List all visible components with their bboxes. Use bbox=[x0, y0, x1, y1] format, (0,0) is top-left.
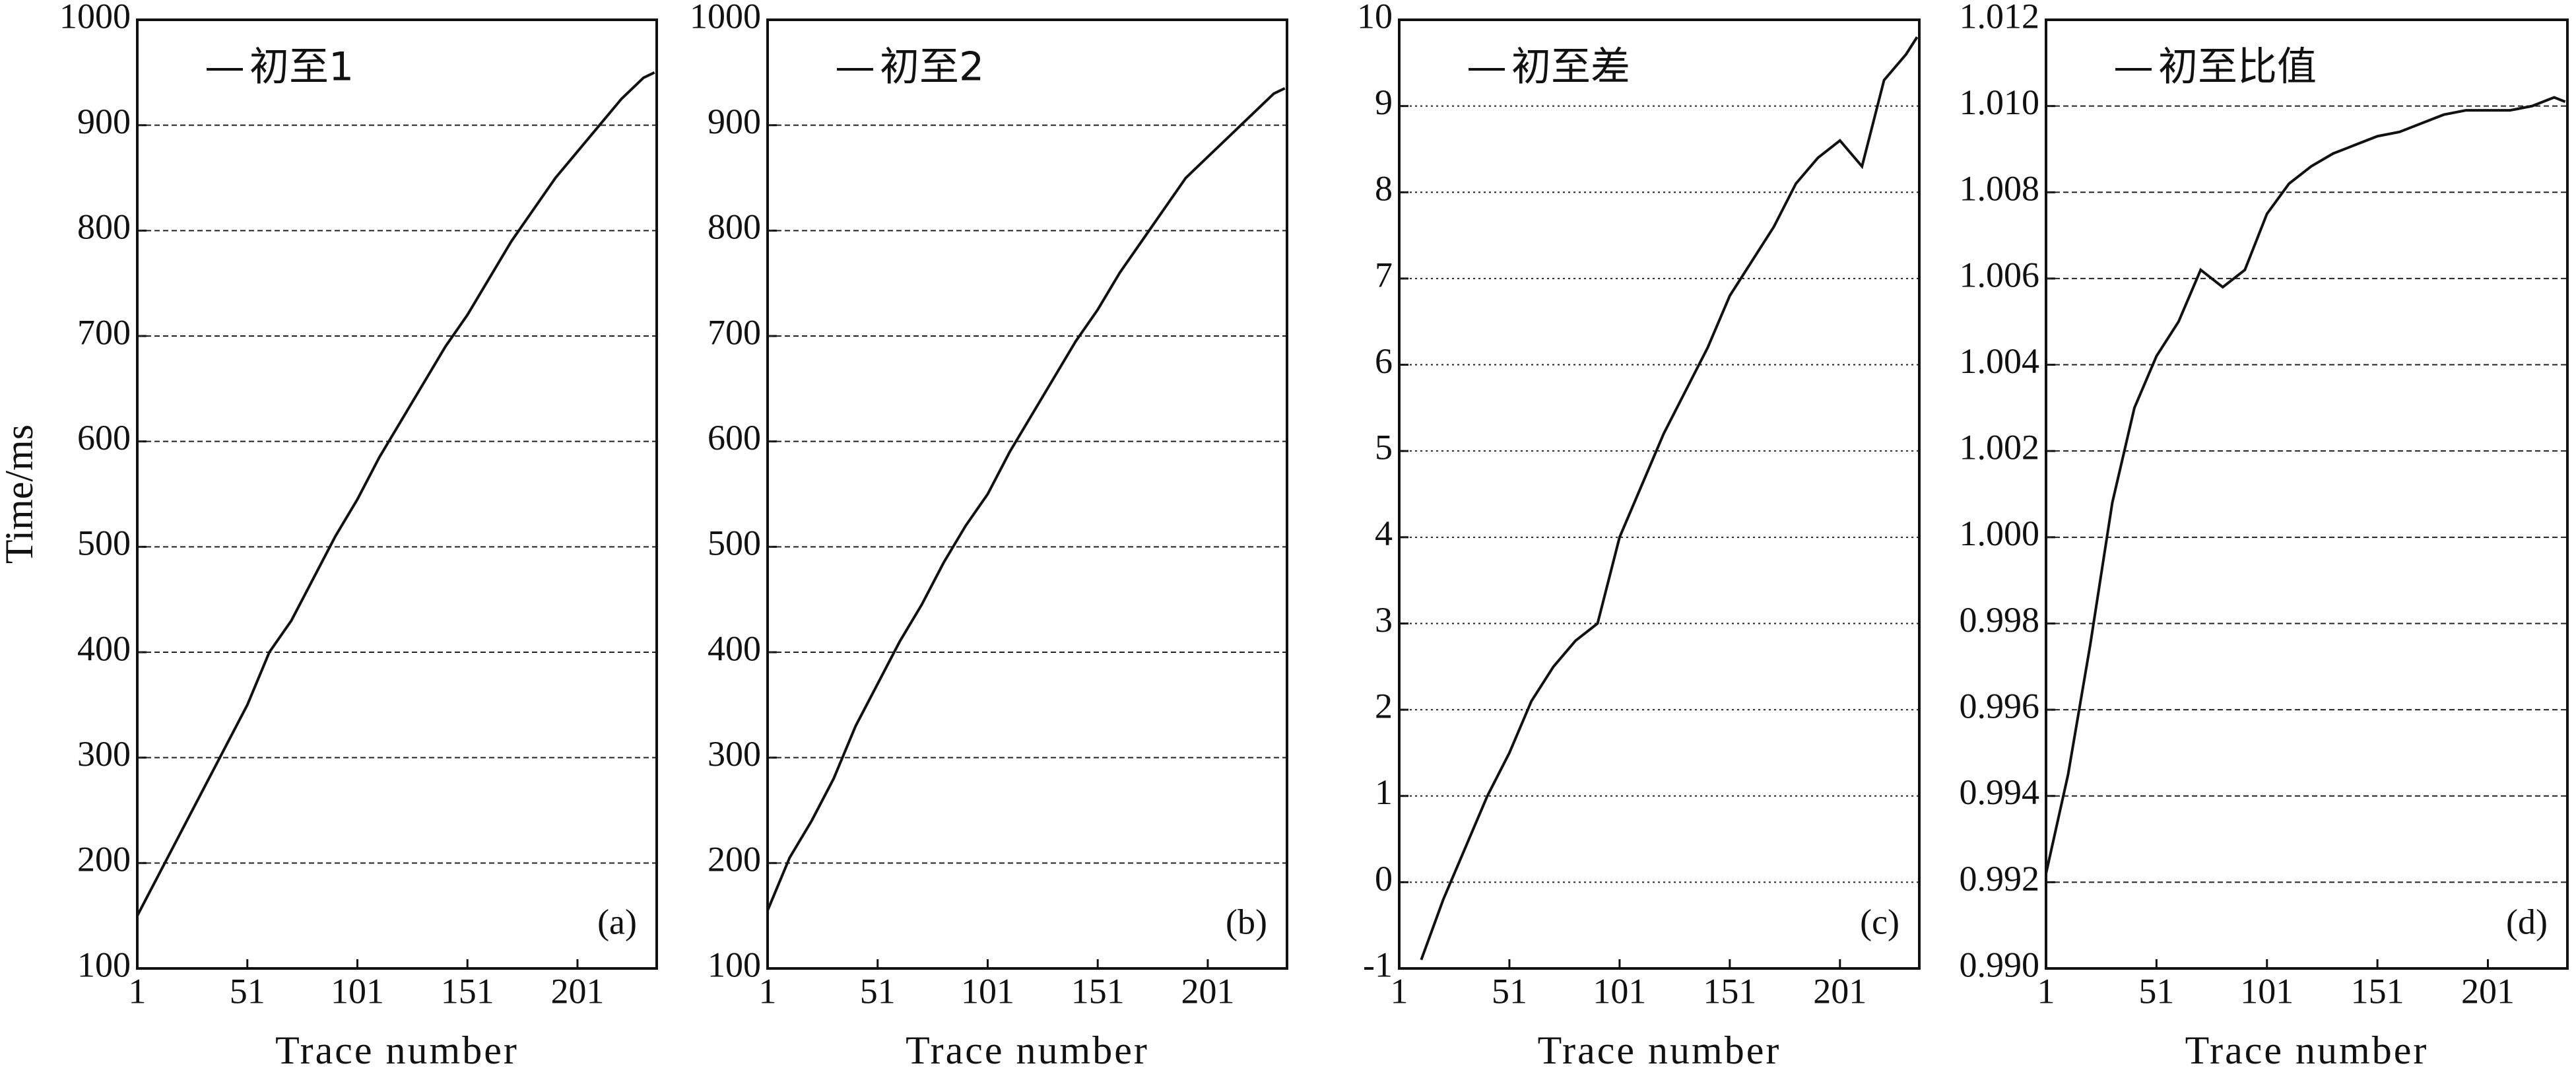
y-tick-label: 0.990 bbox=[1960, 945, 2040, 984]
y-tick-label: 1.008 bbox=[1960, 169, 2040, 209]
panel-label: (a) bbox=[597, 902, 637, 941]
y-tick-label: 700 bbox=[708, 312, 761, 352]
x-tick-label: 51 bbox=[1492, 971, 1527, 1011]
y-tick-label: 600 bbox=[708, 418, 761, 457]
y-tick-label: 1.012 bbox=[1960, 0, 2040, 36]
y-tick-label: 0 bbox=[1375, 859, 1393, 898]
y-tick-label: 2 bbox=[1375, 686, 1393, 726]
y-tick-label: 1000 bbox=[59, 0, 131, 36]
x-axis-title: Trace number bbox=[906, 1029, 1149, 1072]
x-tick-label: 101 bbox=[331, 971, 384, 1011]
x-tick-label: 1 bbox=[759, 971, 777, 1011]
y-tick-label: 900 bbox=[708, 102, 761, 141]
y-tick-label: 100 bbox=[708, 945, 761, 984]
series-line bbox=[2045, 96, 2566, 874]
y-tick-label: 800 bbox=[708, 207, 761, 247]
x-tick-label: 151 bbox=[441, 971, 494, 1011]
series-line bbox=[766, 86, 1286, 911]
x-tick-label: 1 bbox=[129, 971, 147, 1011]
y-tick-label: 1.006 bbox=[1960, 255, 2040, 294]
y-tick-label: 1.002 bbox=[1960, 428, 2040, 467]
x-tick-label: 101 bbox=[2240, 971, 2294, 1011]
plot-frame bbox=[1398, 18, 1921, 970]
x-tick-label: 201 bbox=[1181, 971, 1234, 1011]
y-tick-label: 700 bbox=[77, 312, 131, 352]
y-tick-label: -1 bbox=[1363, 945, 1393, 984]
x-tick-label: 151 bbox=[1071, 971, 1125, 1011]
legend-label: 初至比值 bbox=[2158, 44, 2317, 90]
y-tick-label: 0.994 bbox=[1960, 772, 2040, 812]
legend-label: 初至2 bbox=[880, 44, 984, 90]
y-tick-label: 1000 bbox=[690, 0, 761, 36]
panel-label: (d) bbox=[2506, 902, 2548, 941]
x-tick-label: 1 bbox=[1391, 971, 1408, 1011]
x-tick-label: 1 bbox=[2037, 971, 2055, 1011]
x-tick-label: 51 bbox=[860, 971, 896, 1011]
y-tick-label: 100 bbox=[77, 945, 131, 984]
x-tick-label: 51 bbox=[2138, 971, 2174, 1011]
y-tick-label: 6 bbox=[1375, 341, 1393, 381]
y-tick-label: 600 bbox=[77, 418, 131, 457]
y-tick-label: 5 bbox=[1375, 428, 1393, 467]
y-tick-label: 0.996 bbox=[1960, 686, 2040, 726]
y-tick-label: 400 bbox=[708, 628, 761, 668]
y-tick-label: 3 bbox=[1375, 600, 1393, 640]
y-tick-label: 9 bbox=[1375, 83, 1393, 122]
series-line bbox=[136, 71, 655, 917]
panel-label: (b) bbox=[1226, 902, 1267, 941]
x-tick-label: 201 bbox=[1813, 971, 1866, 1011]
x-tick-label: 51 bbox=[230, 971, 265, 1011]
y-tick-label: 200 bbox=[708, 840, 761, 879]
x-tick-label: 101 bbox=[1593, 971, 1646, 1011]
y-tick-label: 10 bbox=[1357, 0, 1393, 36]
y-tick-label: 1.000 bbox=[1960, 514, 2040, 553]
x-axis-title: Trace number bbox=[1538, 1029, 1781, 1072]
x-tick-label: 151 bbox=[1703, 971, 1756, 1011]
y-tick-label: 1.004 bbox=[1960, 341, 2040, 381]
x-tick-label: 201 bbox=[550, 971, 604, 1011]
legend-label: 初至1 bbox=[249, 44, 354, 90]
x-tick-label: 151 bbox=[2351, 971, 2404, 1011]
y-tick-label: 0.998 bbox=[1960, 600, 2040, 640]
plot-frame bbox=[136, 18, 658, 970]
y-tick-label: 400 bbox=[77, 628, 131, 668]
y-tick-label: 800 bbox=[77, 207, 131, 247]
x-axis-title: Trace number bbox=[275, 1029, 519, 1072]
y-tick-label: 200 bbox=[77, 840, 131, 879]
x-axis-title: Trace number bbox=[2185, 1029, 2429, 1072]
y-tick-label: 500 bbox=[708, 523, 761, 563]
plot-frame bbox=[766, 18, 1288, 970]
y-tick-label: 900 bbox=[77, 102, 131, 141]
y-tick-label: 8 bbox=[1375, 169, 1393, 209]
y-tick-label: 1 bbox=[1375, 772, 1393, 812]
y-tick-label: 1.010 bbox=[1960, 83, 2040, 122]
y-tick-label: 7 bbox=[1375, 255, 1393, 294]
y-tick-label: 300 bbox=[77, 734, 131, 774]
legend-label: 初至差 bbox=[1511, 44, 1630, 90]
y-tick-label: 500 bbox=[77, 523, 131, 563]
x-tick-label: 201 bbox=[2461, 971, 2515, 1011]
y-tick-label: 4 bbox=[1375, 514, 1393, 553]
panel-label: (c) bbox=[1860, 902, 1899, 941]
y-tick-label: 300 bbox=[708, 734, 761, 774]
plot-frame bbox=[2045, 18, 2569, 970]
series-line bbox=[1420, 36, 1919, 961]
y-axis-title: Time/ms bbox=[0, 424, 41, 564]
x-tick-label: 101 bbox=[961, 971, 1014, 1011]
y-tick-label: 0.992 bbox=[1960, 859, 2040, 898]
